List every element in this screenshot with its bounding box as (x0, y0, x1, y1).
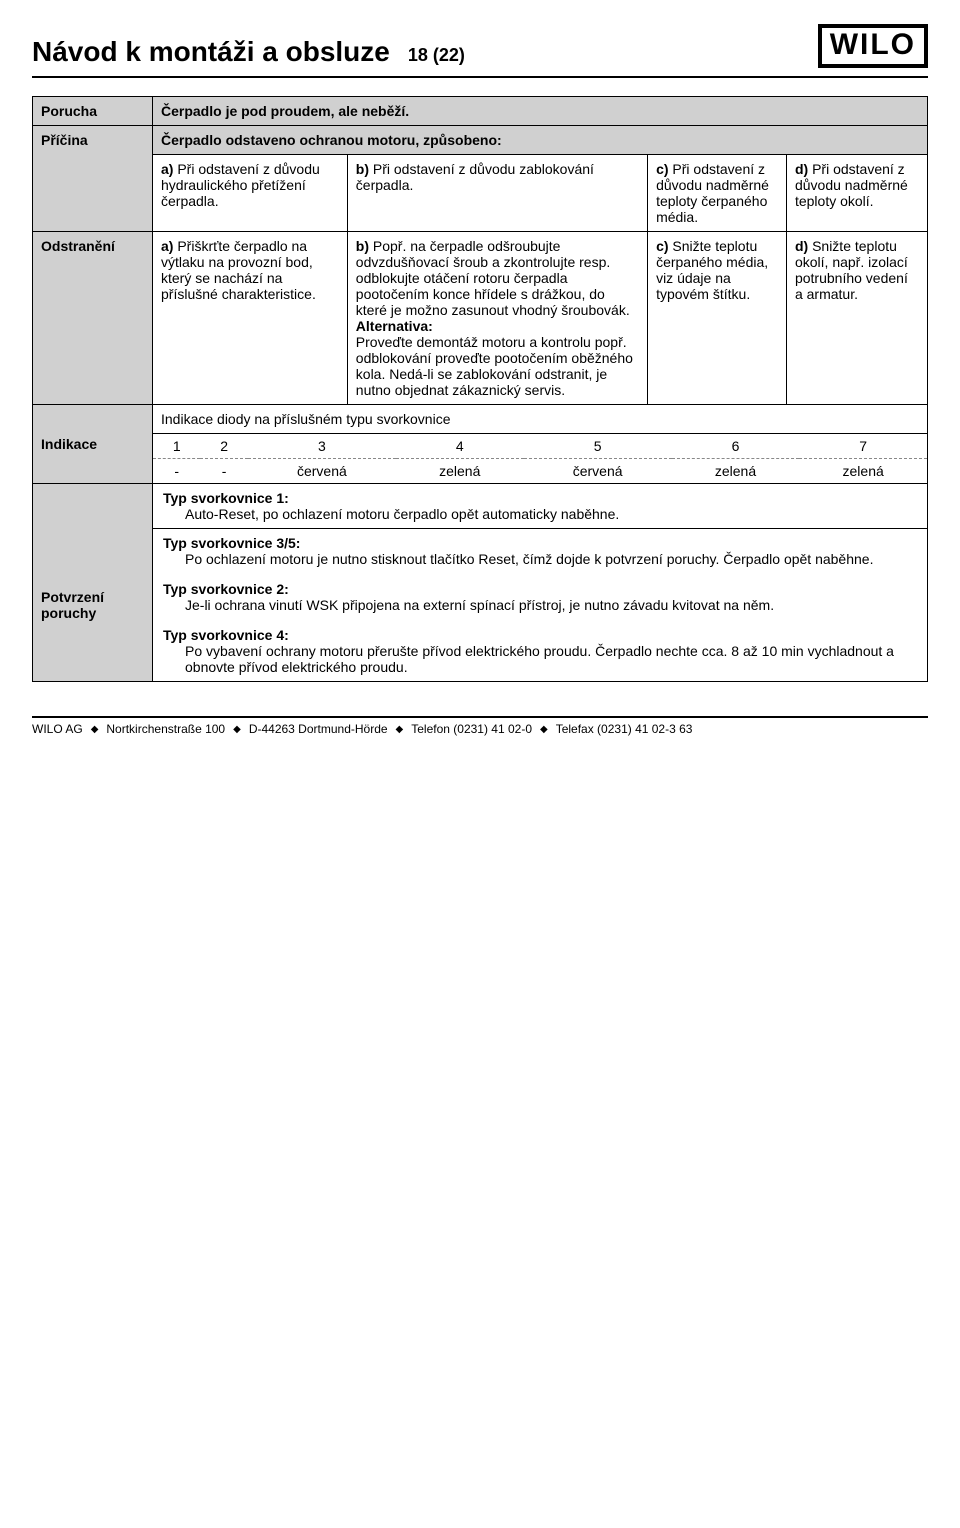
pricina-b-bold: b) (356, 161, 369, 177)
footer-company: WILO AG (32, 722, 83, 736)
pricina-a-cell: a) Při odstavení z důvodu hydraulického … (153, 155, 348, 232)
footer-city: D-44263 Dortmund-Hörde (249, 722, 388, 736)
indikace-num-1: 1 (153, 434, 200, 459)
row-label-pricina: Příčina (33, 126, 153, 232)
odstraneni-b-text2: Proveďte demontáž motoru a kontrolu popř… (356, 334, 633, 398)
indikace-color-1: - (153, 459, 200, 484)
pricina-b-cell: b) Při odstavení z důvodu zablokování če… (347, 155, 647, 232)
indikace-num-7: 7 (799, 434, 927, 459)
pricina-a-text: Při odstavení z důvodu hydraulického pře… (161, 161, 320, 209)
conf-label-1: Typ svorkovnice 3/5: (163, 535, 300, 551)
indikace-color-2: - (200, 459, 247, 484)
odstraneni-d-cell: d) Snižte teplotu okolí, např. izolací p… (786, 232, 927, 405)
title-block: Návod k montáži a obsluze 18 (22) (32, 36, 465, 68)
footer-sep-1: ◆ (91, 724, 99, 735)
troubleshooting-table: Porucha Čerpadlo je pod proudem, ale neb… (32, 96, 928, 682)
row-label-porucha: Porucha (33, 97, 153, 126)
odstraneni-b-text1: Popř. na čerpadle odšroubujte odvzdušňov… (356, 238, 630, 318)
row-label-potvrzeni: Potvrzení poruchy (33, 529, 153, 682)
footer-sep-4: ◆ (540, 724, 548, 735)
footer-sep-3: ◆ (396, 724, 404, 735)
indikace-color-5: červená (524, 459, 672, 484)
pricina-c-cell: c) Při odstavení z důvodu nadměrné teplo… (648, 155, 787, 232)
odstraneni-c-cell: c) Snižte teplotu čerpaného média, viz ú… (648, 232, 787, 405)
footer-phone: Telefon (0231) 41 02-0 (411, 722, 532, 736)
odstraneni-a-bold: a) (161, 238, 173, 254)
indikace-num-row: 1 2 3 4 5 6 7 (153, 434, 927, 459)
indikace-num-3: 3 (248, 434, 396, 459)
footer-fax: Telefax (0231) 41 02-3 63 (556, 722, 693, 736)
conf-label-0: Typ svorkovnice 1: (163, 490, 289, 506)
header-rule (32, 76, 928, 78)
page-header: Návod k montáži a obsluze 18 (22) WILO (32, 24, 928, 68)
odstraneni-c-text: Snižte teplotu čerpaného média, viz údaj… (656, 238, 768, 302)
indikace-content-cell: 1 2 3 4 5 6 7 - - červená zelená červená… (153, 434, 928, 484)
odstraneni-a-cell: a) Přiškrťte čerpadlo na výtlaku na prov… (153, 232, 348, 405)
conf-item-2: Typ svorkovnice 2: Je-li ochrana vinutí … (161, 581, 919, 613)
indikace-num-6: 6 (672, 434, 800, 459)
indikace-color-4: zelená (396, 459, 524, 484)
conf-item-0: Typ svorkovnice 1: Auto-Reset, po ochlaz… (161, 490, 919, 522)
pricina-d-text: Při odstavení z důvodu nadměrné teploty … (795, 161, 908, 209)
conf-label-3: Typ svorkovnice 4: (163, 627, 289, 643)
pricina-d-cell: d) Při odstavení z důvodu nadměrné teplo… (786, 155, 927, 232)
page-number: 18 (22) (408, 45, 465, 66)
pricina-a-bold: a) (161, 161, 173, 177)
conf-text-3: Po vybavení ochrany motoru přerušte přív… (163, 643, 919, 675)
odstraneni-b-cell: b) Popř. na čerpadle odšroubujte odvzduš… (347, 232, 647, 405)
conf-cell-0: Typ svorkovnice 1: Auto-Reset, po ochlaz… (153, 484, 928, 529)
wilo-logo: WILO (818, 24, 928, 68)
odstraneni-a-text: Přiškrťte čerpadlo na výtlaku na provozn… (161, 238, 316, 302)
conf-text-2: Je-li ochrana vinutí WSK připojena na ex… (163, 597, 919, 613)
indikace-num-5: 5 (524, 434, 672, 459)
pricina-c-bold: c) (656, 161, 668, 177)
indikace-num-4: 4 (396, 434, 524, 459)
indikace-color-7: zelená (799, 459, 927, 484)
odstraneni-d-bold: d) (795, 238, 808, 254)
odstraneni-b-alt-label: Alternativa: (356, 318, 433, 334)
row-label-odstraneni: Odstranění (33, 232, 153, 405)
odstraneni-c-bold: c) (656, 238, 668, 254)
page-title: Návod k montáži a obsluze (32, 36, 390, 68)
conf-item-3: Typ svorkovnice 4: Po vybavení ochrany m… (161, 627, 919, 675)
indikace-color-row: - - červená zelená červená zelená zelená (153, 459, 927, 484)
row-label-potvrzeni-blank (33, 484, 153, 529)
conf-item-1: Typ svorkovnice 3/5: Po ochlazení motoru… (161, 535, 919, 567)
pricina-c-text: Při odstavení z důvodu nadměrné teploty … (656, 161, 769, 225)
indikace-color-6: zelená (672, 459, 800, 484)
conf-cell-rest: Typ svorkovnice 3/5: Po ochlazení motoru… (153, 529, 928, 682)
row-label-indikace: Indikace (33, 405, 153, 484)
footer-sep-2: ◆ (233, 724, 241, 735)
pricina-d-bold: d) (795, 161, 808, 177)
porucha-title-cell: Čerpadlo je pod proudem, ale neběží. (153, 97, 928, 126)
conf-text-1: Po ochlazení motoru je nutno stisknout t… (163, 551, 919, 567)
indikace-inner-table: 1 2 3 4 5 6 7 - - červená zelená červená… (153, 434, 927, 483)
indikace-num-2: 2 (200, 434, 247, 459)
pricina-b-text: Při odstavení z důvodu zablokování čerpa… (356, 161, 594, 193)
indikace-color-3: červená (248, 459, 396, 484)
odstraneni-d-text: Snižte teplotu okolí, např. izolací potr… (795, 238, 908, 302)
pricina-subtitle: Čerpadlo odstaveno ochranou motoru, způs… (153, 126, 928, 155)
conf-text-0: Auto-Reset, po ochlazení motoru čerpadlo… (163, 506, 919, 522)
footer-street: Nortkirchenstraße 100 (106, 722, 225, 736)
conf-label-2: Typ svorkovnice 2: (163, 581, 289, 597)
page-footer: WILO AG ◆ Nortkirchenstraße 100 ◆ D-4426… (32, 716, 928, 736)
indikace-title-cell: Indikace diody na příslušném typu svorko… (153, 405, 928, 434)
odstraneni-b-bold: b) (356, 238, 369, 254)
